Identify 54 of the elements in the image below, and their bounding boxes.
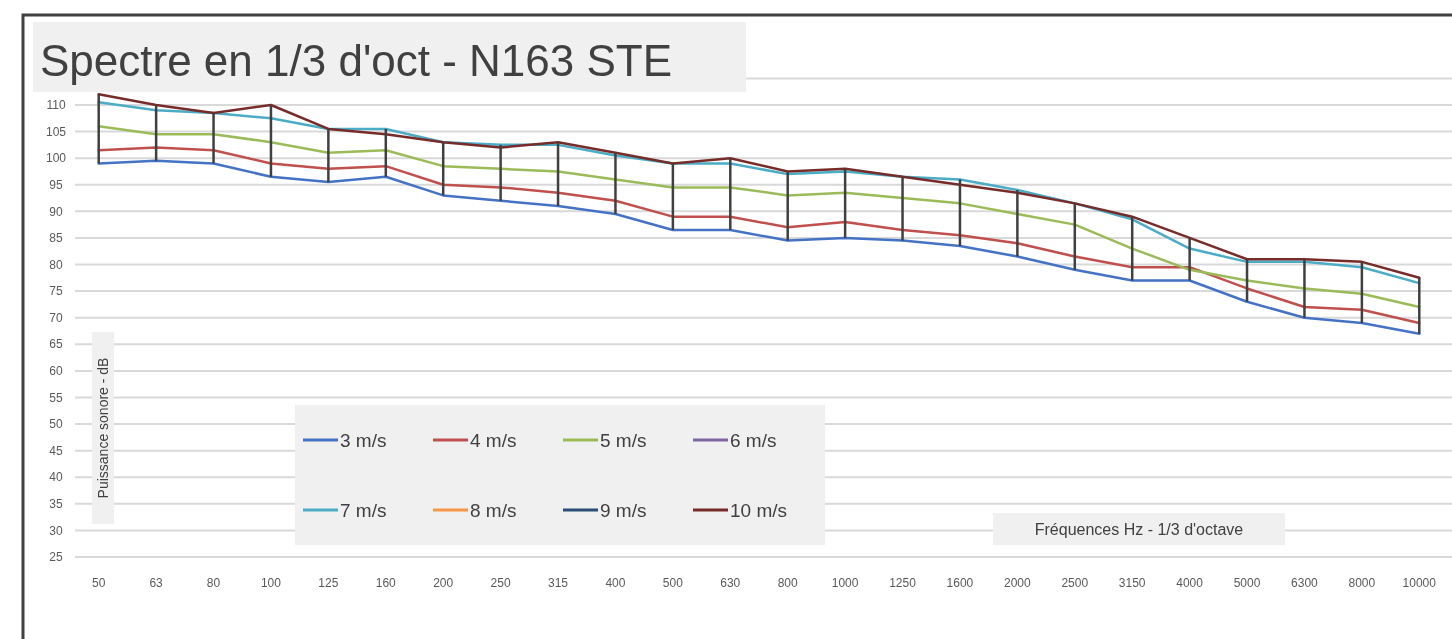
y-tick-label: 35 <box>49 497 63 512</box>
y-tick-label: 95 <box>49 177 63 192</box>
x-tick-label: 100 <box>260 576 282 590</box>
y-tick-label: 75 <box>49 284 63 299</box>
y-tick-label: 25 <box>49 550 63 565</box>
y-tick-label: 60 <box>49 364 63 379</box>
x-tick-label: 3150 <box>1118 576 1146 590</box>
legend-label: 9 m/s <box>600 499 647 521</box>
y-tick-label: 80 <box>49 257 63 272</box>
x-tick-label: 63 <box>149 576 164 590</box>
x-tick-label: 125 <box>318 576 339 590</box>
x-tick-label: 250 <box>490 576 511 590</box>
x-tick-label: 1000 <box>831 576 859 590</box>
x-axis-title: Fréquences Hz - 1/3 d'octave <box>1034 521 1244 538</box>
x-tick-label: 4000 <box>1176 576 1204 590</box>
legend-label: 8 m/s <box>470 499 517 521</box>
y-tick-label: 55 <box>49 390 63 405</box>
y-tick-label: 100 <box>45 151 67 166</box>
y-tick-label: 45 <box>49 443 63 458</box>
x-tick-label: 50 <box>92 576 106 590</box>
x-tick-label: 5000 <box>1233 576 1261 590</box>
y-axis-title: Puissance sonore - dB <box>95 357 111 499</box>
y-tick-label: 85 <box>49 231 63 246</box>
y-tick-label: 50 <box>49 417 63 432</box>
y-tick-label: 65 <box>49 337 63 352</box>
legend-label: 5 m/s <box>600 429 647 451</box>
x-tick-label: 160 <box>375 576 397 590</box>
legend-label: 4 m/s <box>470 429 517 451</box>
y-tick-label: 30 <box>49 523 63 538</box>
x-tick-label: 315 <box>548 576 569 590</box>
x-tick-label: 2500 <box>1061 576 1089 590</box>
x-tick-label: 200 <box>433 576 454 590</box>
y-tick-label: 105 <box>45 124 67 139</box>
y-tick-label: 40 <box>49 470 63 485</box>
x-tick-label: 10000 <box>1402 576 1437 590</box>
x-tick-label: 6300 <box>1291 576 1319 590</box>
y-tick-label: 70 <box>49 310 63 325</box>
legend-label: 10 m/s <box>730 499 788 521</box>
x-tick-label: 800 <box>777 576 799 590</box>
line-series <box>97 125 1421 309</box>
legend-label: 3 m/s <box>340 429 387 451</box>
x-tick-label: 80 <box>206 576 221 590</box>
x-tick-label: 400 <box>605 576 626 590</box>
x-tick-label: 1600 <box>946 576 974 590</box>
x-tick-label: 1250 <box>889 576 917 590</box>
x-tick-label: 8000 <box>1348 576 1376 590</box>
x-tick-label: 630 <box>720 576 741 590</box>
x-tick-label: 500 <box>662 576 684 590</box>
y-tick-label: 90 <box>49 204 63 219</box>
x-tick-label: 2000 <box>1004 576 1032 590</box>
chart-title: Spectre en 1/3 d'oct - N163 STE <box>40 36 673 85</box>
legend-label: 6 m/s <box>730 429 777 451</box>
y-tick-label: 110 <box>46 98 66 113</box>
legend-label: 7 m/s <box>340 499 387 521</box>
